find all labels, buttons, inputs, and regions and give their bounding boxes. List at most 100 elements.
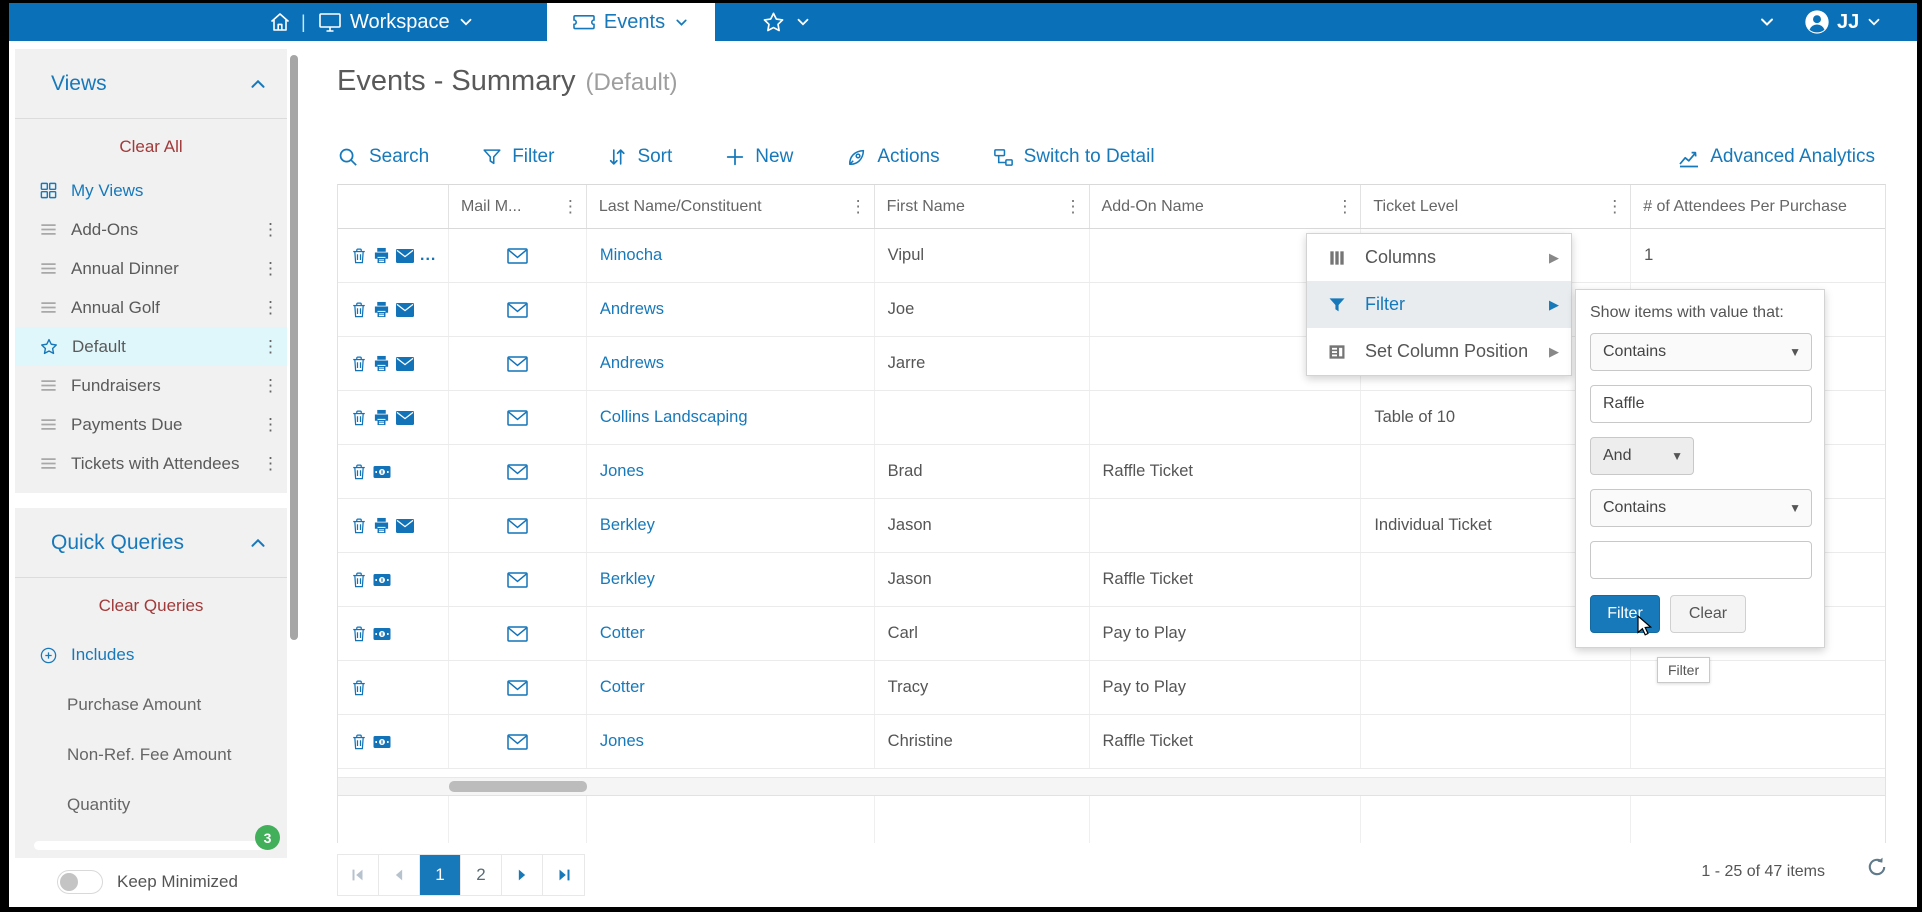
last-name-link[interactable]: Andrews [587,337,875,390]
delete-icon[interactable] [351,733,367,751]
last-name-link[interactable]: Cotter [587,661,875,714]
print-icon[interactable] [373,355,390,372]
sidebar-view-item-annual-dinner[interactable]: Annual Dinner ⋮ [15,249,287,288]
mail-merge-cell[interactable] [449,337,587,390]
refresh-button[interactable] [1865,855,1889,884]
home-button[interactable] [268,10,292,34]
sidebar-horizontal-scrollbar[interactable]: 3 [34,825,280,850]
mail-merge-cell[interactable] [449,445,587,498]
filter-value1-input[interactable] [1590,385,1812,423]
more-icon[interactable]: ... [420,246,437,264]
sort-button[interactable]: Sort [606,146,672,168]
last-page-button[interactable] [543,855,584,895]
envelope-icon[interactable] [507,355,528,372]
email-icon[interactable] [396,518,414,533]
column-header-mail[interactable]: Mail M... ⋮ [449,185,587,228]
last-name-link[interactable]: Collins Landscaping [587,391,875,444]
sidebar-view-item-payments-due[interactable]: Payments Due ⋮ [15,405,287,444]
advanced-analytics-button[interactable]: Advanced Analytics [1677,145,1875,169]
mail-merge-cell[interactable] [449,661,587,714]
filter-apply-button[interactable]: Filter [1590,595,1660,633]
print-icon[interactable] [373,301,390,318]
view-item-menu-icon[interactable]: ⋮ [262,297,279,317]
email-icon[interactable] [396,302,414,317]
email-icon[interactable] [396,248,414,263]
email-icon[interactable] [396,356,414,371]
mail-merge-cell[interactable] [449,283,587,336]
column-header-addon-name[interactable]: Add-On Name ⋮ [1090,185,1362,228]
clear-queries-link[interactable]: Clear Queries [98,596,204,615]
envelope-icon[interactable] [507,301,528,318]
quick-query-item-quantity[interactable]: Quantity [15,780,287,830]
delete-icon[interactable] [351,301,367,319]
view-item-menu-icon[interactable]: ⋮ [262,453,279,473]
view-item-menu-icon[interactable]: ⋮ [262,375,279,395]
last-name-link[interactable]: Minocha [587,229,875,282]
grid-horizontal-scrollbar[interactable] [338,778,1885,796]
column-menu-icon[interactable]: ⋮ [1064,196,1082,216]
filter-value2-input[interactable] [1590,541,1812,579]
quick-query-item-includes[interactable]: Includes [15,630,287,680]
filter-button[interactable]: Filter [481,146,554,168]
delete-icon[interactable] [351,517,367,535]
menu-item-set-column-position[interactable]: Set Column Position ▶ [1307,328,1571,375]
mail-merge-cell[interactable] [449,553,587,606]
sidebar-view-item-tickets-with-attendees[interactable]: Tickets with Attendees ⋮ [15,444,287,483]
chevron-up-icon[interactable] [247,532,269,554]
envelope-icon[interactable] [507,463,528,480]
mail-merge-cell[interactable] [449,391,587,444]
keep-minimized-toggle[interactable] [57,870,103,894]
column-menu-icon[interactable]: ⋮ [849,196,867,216]
envelope-icon[interactable] [507,571,528,588]
new-button[interactable]: New [724,146,793,168]
delete-icon[interactable] [351,463,367,481]
quick-query-item-purchase-amount[interactable]: Purchase Amount [15,680,287,730]
column-header-first-name[interactable]: First Name ⋮ [875,185,1090,228]
view-item-menu-icon[interactable]: ⋮ [262,219,279,239]
mail-merge-cell[interactable] [449,229,587,282]
filter-clear-button[interactable]: Clear [1670,595,1746,633]
horizontal-scrollbar-thumb[interactable] [449,781,587,792]
next-page-button[interactable] [502,855,543,895]
last-name-link[interactable]: Andrews [587,283,875,336]
page-1-button[interactable]: 1 [420,855,461,895]
menu-item-filter[interactable]: Filter ▶ [1307,281,1571,328]
user-menu[interactable]: JJ [1803,8,1883,36]
delete-icon[interactable] [351,571,367,589]
column-menu-icon[interactable]: ⋮ [1606,196,1624,216]
envelope-icon[interactable] [507,517,528,534]
page-2-button[interactable]: 2 [461,855,502,895]
menu-item-columns[interactable]: Columns ▶ [1307,234,1571,281]
sidebar-view-item-default[interactable]: Default ⋮ [15,327,287,366]
sidebar-view-item-fundraisers[interactable]: Fundraisers ⋮ [15,366,287,405]
delete-icon[interactable] [351,625,367,643]
view-item-menu-icon[interactable]: ⋮ [262,414,279,434]
workspace-menu[interactable]: Workspace [317,10,475,34]
search-button[interactable]: Search [337,146,429,169]
delete-icon[interactable] [351,247,367,265]
envelope-icon[interactable] [507,679,528,696]
operator1-dropdown[interactable]: Contains ▼ [1590,333,1812,371]
view-item-menu-icon[interactable]: ⋮ [262,258,279,278]
column-menu-icon[interactable]: ⋮ [561,196,579,216]
sidebar-view-item-add-ons[interactable]: Add-Ons ⋮ [15,210,287,249]
delete-icon[interactable] [351,679,367,697]
quick-query-item-non-ref-fee-amount[interactable]: Non-Ref. Fee Amount [15,730,287,780]
mail-merge-cell[interactable] [449,715,587,768]
chevron-up-icon[interactable] [247,73,269,95]
print-icon[interactable] [373,517,390,534]
first-page-button[interactable] [338,855,379,895]
last-name-link[interactable]: Cotter [587,607,875,660]
mail-merge-cell[interactable] [449,499,587,552]
last-name-link[interactable]: Berkley [587,499,875,552]
delete-icon[interactable] [351,409,367,427]
envelope-icon[interactable] [507,733,528,750]
sidebar-scrollbar-thumb[interactable] [290,55,298,640]
sidebar-view-item-annual-golf[interactable]: Annual Golf ⋮ [15,288,287,327]
favorites-menu[interactable] [761,10,812,35]
money-icon[interactable] [373,573,391,587]
sidebar-view-item-my-views[interactable]: My Views [15,171,287,210]
logic-dropdown[interactable]: And ▼ [1590,437,1694,475]
quick-queries-header[interactable]: Quick Queries [15,508,287,578]
email-icon[interactable] [396,410,414,425]
